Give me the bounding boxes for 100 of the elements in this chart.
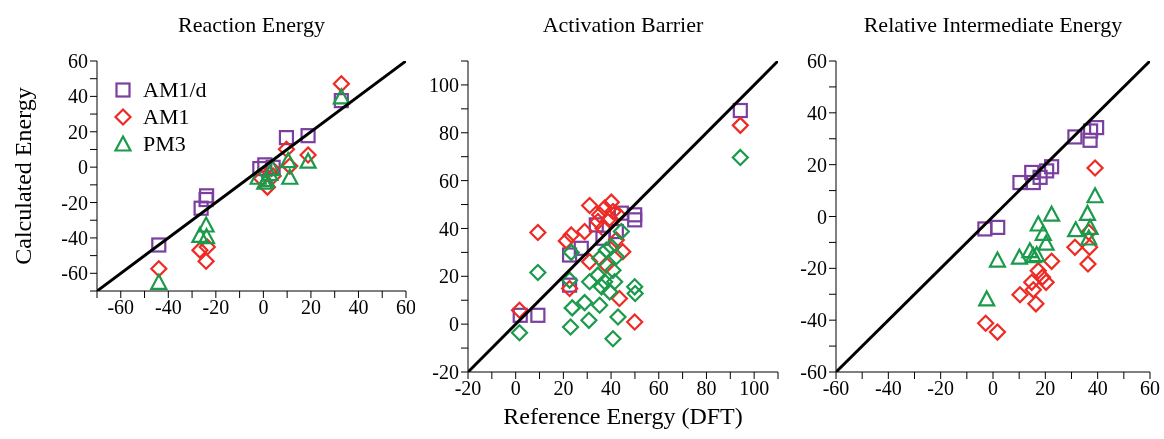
point: [597, 241, 615, 259]
point: [581, 196, 599, 215]
point: [1043, 205, 1061, 222]
point: [1024, 281, 1042, 299]
y-tick-label: 0: [449, 313, 459, 336]
point: [1086, 187, 1104, 204]
point: [512, 307, 528, 323]
x-tick-label: 0: [258, 296, 269, 319]
y-tick-label: 20: [68, 120, 88, 143]
point: [281, 157, 299, 175]
point: [589, 266, 607, 284]
point: [591, 206, 609, 224]
point: [1029, 262, 1047, 280]
x-tick-label: -40: [154, 296, 182, 319]
point: [608, 223, 624, 240]
point: [1037, 273, 1055, 291]
point: [988, 323, 1007, 341]
y-tick-label: -20: [800, 257, 827, 280]
point: [1024, 164, 1040, 181]
point: [150, 260, 168, 278]
point: [732, 102, 748, 119]
point: [612, 222, 630, 241]
point: [333, 93, 349, 109]
point: [557, 232, 575, 250]
legend-label: AM1/d: [143, 76, 207, 103]
point: [610, 289, 629, 308]
y-tick-label: 100: [429, 74, 459, 97]
x-tick-label: 100: [739, 377, 770, 400]
y-tick-label: 40: [807, 101, 827, 124]
point: [604, 202, 622, 221]
point: [562, 226, 580, 244]
point: [1025, 174, 1041, 191]
x-tick-label: 40: [1087, 377, 1108, 400]
x-tick-label: -40: [875, 377, 902, 400]
point: [978, 290, 996, 307]
point: [510, 324, 529, 342]
point: [576, 222, 594, 241]
y-tick-label: 60: [807, 50, 827, 73]
point: [299, 152, 317, 169]
y-tick-label: -20: [432, 361, 459, 384]
point: [1080, 238, 1099, 256]
point: [604, 330, 622, 348]
point: [191, 241, 209, 259]
point: [607, 231, 625, 249]
point: [731, 148, 749, 167]
x-tick-label: 80: [696, 377, 717, 400]
point: [563, 299, 581, 317]
point: [606, 273, 624, 291]
point: [1044, 159, 1060, 175]
point: [1083, 123, 1099, 139]
point: [731, 116, 749, 134]
x-tick-label: 0: [988, 377, 998, 400]
point: [573, 240, 589, 256]
point: [1034, 224, 1052, 241]
x-tick-label: 40: [348, 296, 369, 319]
point: [1067, 221, 1085, 238]
point: [1079, 255, 1097, 273]
point: [1037, 234, 1055, 251]
point: [193, 200, 209, 216]
point: [1021, 242, 1039, 259]
point: [627, 212, 643, 228]
x-tick-label: -20: [927, 377, 954, 400]
point: [601, 283, 619, 301]
point: [589, 212, 607, 231]
point: [1032, 169, 1048, 185]
point: [609, 308, 627, 326]
point: [576, 294, 594, 312]
point: [990, 219, 1006, 235]
point: [597, 256, 615, 274]
chart-title: Activation Barrier: [541, 12, 705, 38]
point: [278, 130, 295, 146]
point: [562, 243, 580, 261]
point: [591, 249, 609, 267]
point: [1029, 215, 1047, 232]
point: [1066, 238, 1084, 256]
point: [1086, 159, 1104, 177]
point: [529, 263, 547, 282]
point: [591, 296, 609, 314]
x-tick-label: 20: [553, 377, 574, 400]
point: [1080, 229, 1098, 246]
point: [1028, 246, 1046, 263]
y-tick-label: 80: [439, 121, 459, 144]
point: [1082, 132, 1098, 148]
chart-title: Reaction Energy: [177, 12, 326, 38]
point: [1027, 295, 1045, 313]
point: [977, 314, 995, 332]
x-tick-label: 20: [300, 296, 321, 319]
x-tick-label: 60: [648, 377, 669, 400]
point: [1081, 218, 1099, 235]
point: [300, 128, 316, 144]
point: [198, 191, 214, 208]
y-tick-label: 60: [439, 169, 459, 192]
x-tick-label: -60: [107, 296, 135, 319]
point: [592, 278, 611, 296]
point: [561, 318, 580, 336]
point: [626, 284, 644, 303]
point: [191, 226, 209, 244]
point: [607, 248, 625, 266]
point: [277, 140, 296, 158]
point: [626, 313, 644, 331]
